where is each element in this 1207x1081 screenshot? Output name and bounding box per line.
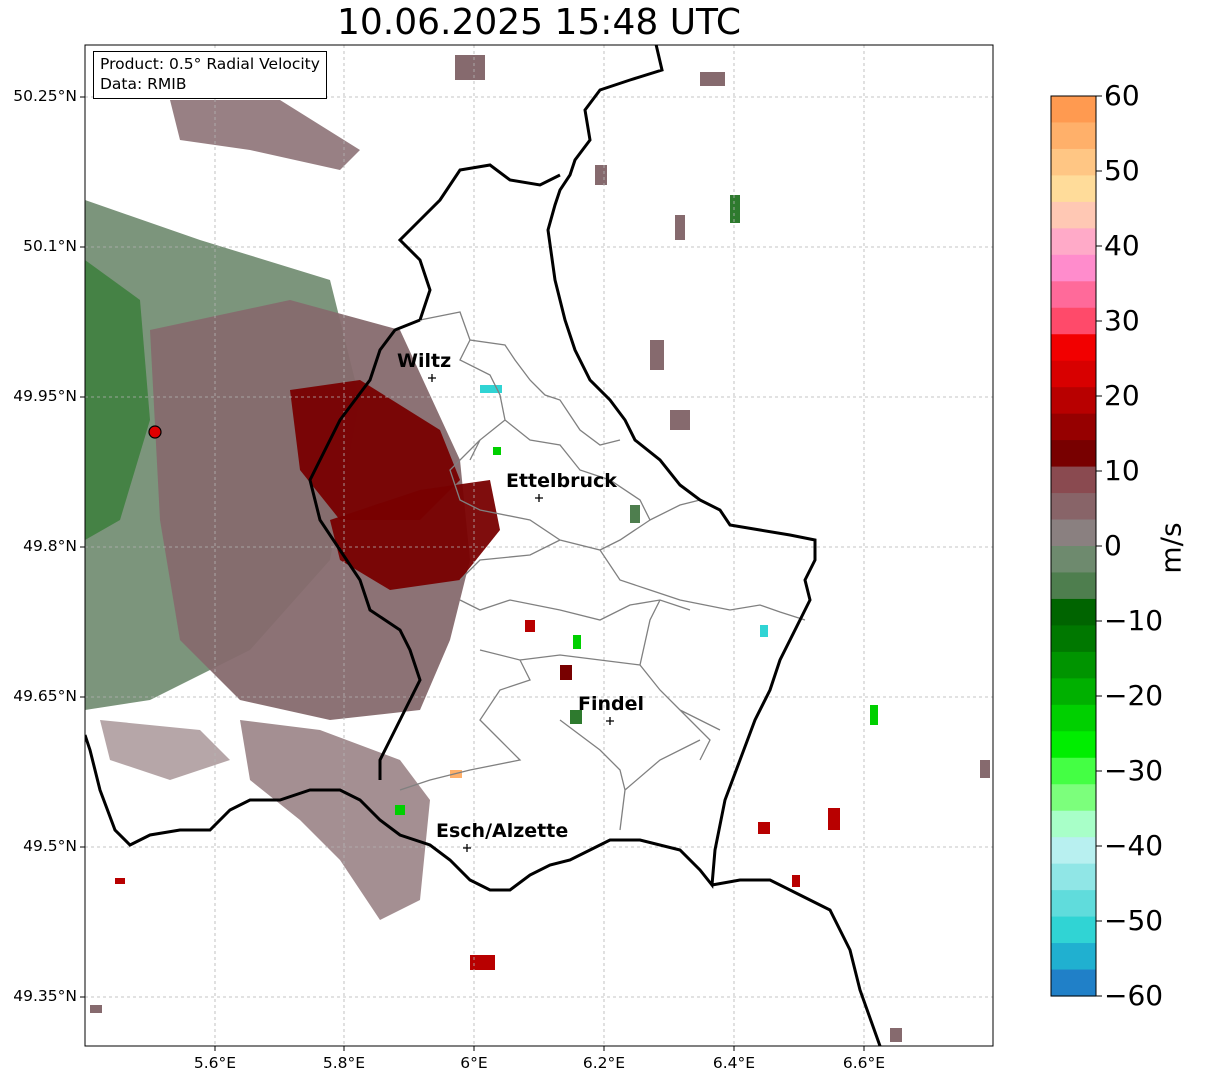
echo-dark-green: [85, 260, 150, 540]
colorbar-segment: [1051, 625, 1096, 653]
colorbar: [1051, 96, 1096, 997]
colorbar-segment: [1051, 969, 1096, 997]
lat-tick-label: 50.1°N: [23, 237, 77, 255]
product-info-box: Product: 0.5° Radial Velocity Data: RMIB: [93, 51, 327, 99]
city-label-findel: Findel: [578, 693, 645, 715]
colorbar-segment: [1051, 440, 1096, 468]
echo-maroon-2: [330, 480, 500, 590]
data-source-label: Data: RMIB: [100, 75, 187, 93]
colorbar-segment: [1051, 466, 1096, 494]
city-marker-wiltz: [428, 374, 436, 382]
colorbar-segment: [1051, 519, 1096, 547]
colorbar-tick-label: −40: [1104, 829, 1164, 862]
lon-tick-label: 6°E: [460, 1054, 488, 1072]
city-label-wiltz: Wiltz: [397, 350, 452, 372]
echo-gray-upper: [170, 100, 360, 170]
colorbar-tick-label: −20: [1104, 679, 1164, 712]
colorbar-tick-label: −60: [1104, 979, 1164, 1012]
velocity-echoes: [85, 100, 500, 920]
colorbar-tick-label: −50: [1104, 904, 1164, 937]
echo-maroon-1: [290, 380, 460, 520]
grid: [85, 45, 993, 1046]
city-markers: [428, 374, 614, 852]
colorbar-segment: [1051, 651, 1096, 679]
colorbar-segment: [1051, 96, 1096, 124]
lat-tick-label: 49.8°N: [23, 537, 77, 555]
colorbar-segment: [1051, 731, 1096, 759]
lat-tick-label: 49.35°N: [13, 987, 77, 1005]
colorbar-ticks: [1096, 95, 1102, 997]
map-frame: [84, 44, 994, 1047]
colorbar-segment: [1051, 837, 1096, 865]
city-label-ettelbruck: Ettelbruck: [506, 470, 617, 492]
colorbar-segment: [1051, 413, 1096, 441]
country-border: [85, 45, 882, 1046]
colorbar-segment: [1051, 757, 1096, 785]
colorbar-tick-label: 60: [1104, 79, 1140, 112]
lat-tick-label: 49.65°N: [13, 687, 77, 705]
lon-tick-label: 5.6°E: [193, 1054, 237, 1072]
colorbar-tick-label: 30: [1104, 304, 1140, 337]
colorbar-segment: [1051, 254, 1096, 282]
colorbar-tick-label: 40: [1104, 229, 1140, 262]
colorbar-segment: [1051, 916, 1096, 944]
colorbar-segment: [1051, 175, 1096, 203]
colorbar-segment: [1051, 228, 1096, 256]
colorbar-segment: [1051, 360, 1096, 388]
lon-tick-label: 6.6°E: [842, 1054, 886, 1072]
lon-tick-label: 5.8°E: [322, 1054, 366, 1072]
colorbar-segment: [1051, 334, 1096, 362]
colorbar-segment: [1051, 281, 1096, 309]
colorbar-segment: [1051, 387, 1096, 415]
canton-borders: [399, 311, 806, 831]
colorbar-segment: [1051, 122, 1096, 150]
colorbar-segment: [1051, 943, 1096, 971]
colorbar-segment: [1051, 863, 1096, 891]
lat-tick-label: 49.5°N: [23, 837, 77, 855]
lat-tick-label: 49.95°N: [13, 387, 77, 405]
colorbar-tick-label: 50: [1104, 154, 1140, 187]
colorbar-tick-label: 0: [1104, 529, 1122, 562]
colorbar-segment: [1051, 493, 1096, 521]
colorbar-tick-label: −30: [1104, 754, 1164, 787]
colorbar-segment: [1051, 810, 1096, 838]
radar-site-marker: [148, 425, 162, 439]
colorbar-segment: [1051, 572, 1096, 600]
colorbar-segment: [1051, 201, 1096, 229]
city-marker-findel: [606, 717, 614, 725]
lat-tick-label: 50.25°N: [13, 87, 77, 105]
city-label-esch-alzette: Esch/Alzette: [436, 820, 569, 842]
city-marker-esch: [463, 844, 471, 852]
colorbar-segment: [1051, 784, 1096, 812]
colorbar-segment: [1051, 678, 1096, 706]
map-title: 10.06.2025 15:48 UTC: [336, 2, 742, 43]
colorbar-segment: [1051, 704, 1096, 732]
lon-tick-label: 6.2°E: [582, 1054, 626, 1072]
product-label: Product: 0.5° Radial Velocity: [100, 55, 320, 73]
city-marker-ettelbruck: [535, 494, 543, 502]
colorbar-segment: [1051, 598, 1096, 627]
colorbar-segment: [1051, 307, 1096, 335]
echo-speckles: [90, 55, 990, 1042]
colorbar-segment: [1051, 148, 1096, 177]
echo-gray-south: [240, 720, 430, 920]
colorbar-unit-label: m/s: [1154, 522, 1188, 574]
colorbar-tick-label: 20: [1104, 379, 1140, 412]
colorbar-segment: [1051, 890, 1096, 918]
axis-ticks: [80, 96, 865, 1051]
colorbar-tick-label: −10: [1104, 604, 1164, 637]
colorbar-tick-label: 10: [1104, 454, 1140, 487]
colorbar-segment: [1051, 546, 1096, 574]
lon-tick-label: 6.4°E: [712, 1054, 756, 1072]
echo-gray-sw: [100, 720, 230, 780]
